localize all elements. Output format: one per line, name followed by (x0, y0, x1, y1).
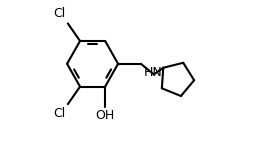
Text: Cl: Cl (54, 107, 66, 120)
Text: Cl: Cl (54, 7, 66, 20)
Text: OH: OH (96, 109, 115, 122)
Text: HN: HN (144, 66, 162, 79)
